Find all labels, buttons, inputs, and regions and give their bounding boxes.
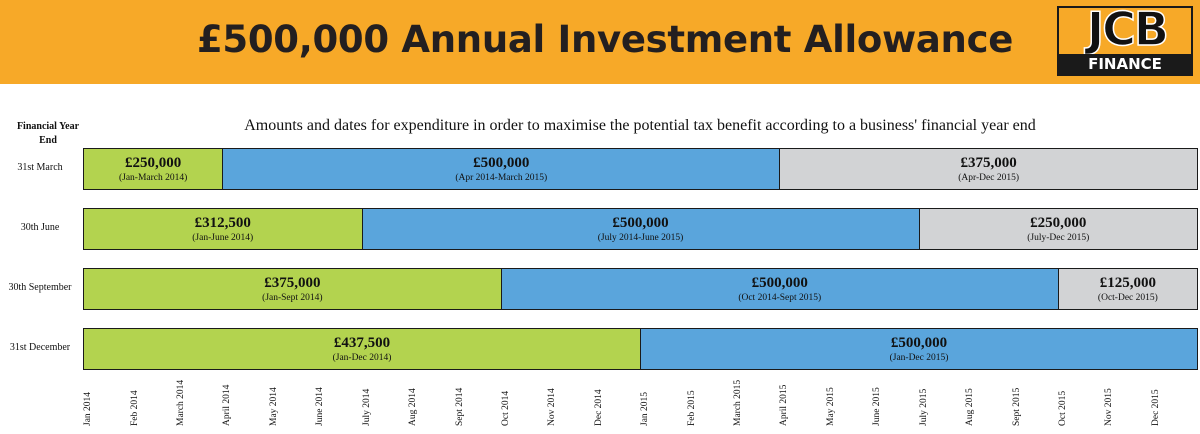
- segment-amount: £500,000: [890, 335, 948, 351]
- x-tick-label: June 2015: [872, 387, 883, 426]
- logo-top: JCB: [1059, 8, 1191, 54]
- x-tick-label: Aug 2015: [965, 388, 976, 426]
- x-tick-label: Jan 2015: [640, 391, 651, 426]
- segment-range: (Oct 2014-Sept 2015): [738, 293, 822, 303]
- bar-segment: £250,000 (Jan-March 2014): [83, 148, 224, 190]
- bar-segment: £500,000 (Oct 2014-Sept 2015): [500, 268, 1059, 310]
- segment-amount: £250,000: [125, 155, 182, 171]
- header-banner: [0, 0, 1200, 84]
- row-label: 30th September: [8, 282, 72, 293]
- segment-amount: £500,000: [751, 275, 808, 291]
- row-label: 31st March: [17, 162, 63, 173]
- segment-range: (Jan-June 2014): [192, 233, 254, 243]
- bar-segment: £375,000 (Apr-Dec 2015): [779, 148, 1198, 190]
- segment-amount: £250,000: [1030, 215, 1087, 231]
- segment-amount: £312,500: [194, 215, 251, 231]
- x-tick-label: Dec 2014: [593, 389, 604, 426]
- segment-range: (Jan-Sept 2014): [262, 293, 323, 303]
- x-tick-label: May 2015: [825, 387, 836, 426]
- segment-amount: £437,500: [333, 335, 391, 351]
- segment-amount: £375,000: [264, 275, 321, 291]
- bar-segment: £500,000 (Jan-Dec 2015): [640, 328, 1198, 370]
- x-tick-label: Nov 2015: [1104, 388, 1115, 426]
- segment-range: (Jan-March 2014): [118, 173, 188, 183]
- row-label: 31st December: [9, 342, 71, 353]
- bar-segment: £125,000 (Oct-Dec 2015): [1057, 268, 1198, 310]
- segment-range: (Apr 2014-March 2015): [455, 173, 548, 183]
- segment-range: (Jan-Dec 2014): [332, 353, 392, 363]
- x-tick-label: Feb 2014: [129, 390, 140, 426]
- x-tick-label: April 2015: [779, 384, 790, 426]
- bar-segment: £500,000 (July 2014-June 2015): [361, 208, 920, 250]
- segment-range: (July 2014-June 2015): [597, 233, 684, 243]
- chart-subtitle: Amounts and dates for expenditure in ord…: [244, 117, 1036, 134]
- segment-amount: £375,000: [960, 155, 1017, 171]
- x-tick-label: Sept 2014: [454, 387, 465, 426]
- x-tick-label: April 2014: [222, 384, 233, 426]
- x-tick-label: March 2014: [176, 379, 187, 426]
- bar-segment: £375,000 (Jan-Sept 2014): [83, 268, 502, 310]
- segment-amount: £125,000: [1099, 275, 1156, 291]
- segment-amount: £500,000: [473, 155, 530, 171]
- x-tick-label: May 2014: [268, 387, 279, 426]
- x-tick-label: Aug 2014: [408, 388, 419, 426]
- x-tick-label: July 2014: [361, 388, 372, 426]
- row-label: 30th June: [20, 222, 60, 233]
- segment-range: (July-Dec 2015): [1027, 233, 1090, 243]
- page-title: £500,000 Annual Investment Allowance: [196, 18, 1014, 61]
- x-tick-label: Sept 2015: [1011, 387, 1022, 426]
- x-tick-label: July 2015: [918, 388, 929, 426]
- x-tick-label: Jan 2014: [83, 391, 94, 426]
- logo-text: JCB: [1086, 8, 1169, 54]
- logo-subtext: FINANCE: [1059, 54, 1191, 74]
- x-tick-label: Dec 2015: [1150, 389, 1161, 426]
- x-tick-label: March 2015: [733, 379, 744, 426]
- segment-range: (Oct-Dec 2015): [1097, 293, 1158, 303]
- bar-segment: £437,500 (Jan-Dec 2014): [83, 328, 641, 370]
- bar-segment: £312,500 (Jan-June 2014): [83, 208, 363, 250]
- x-tick-label: Oct 2015: [1057, 390, 1068, 426]
- x-tick-label: Feb 2015: [686, 390, 697, 426]
- jcb-finance-logo: JCB FINANCE: [1057, 6, 1193, 76]
- segment-amount: £500,000: [612, 215, 669, 231]
- segment-range: (Apr-Dec 2015): [958, 173, 1019, 183]
- x-tick-label: Nov 2014: [547, 388, 558, 426]
- bar-segment: £250,000 (July-Dec 2015): [918, 208, 1198, 250]
- row-header: Financial Year End: [16, 121, 80, 146]
- segment-range: (Jan-Dec 2015): [889, 353, 949, 363]
- x-tick-label: June 2014: [315, 387, 326, 426]
- bar-segment: £500,000 (Apr 2014-March 2015): [222, 148, 781, 190]
- x-tick-label: Oct 2014: [500, 390, 511, 426]
